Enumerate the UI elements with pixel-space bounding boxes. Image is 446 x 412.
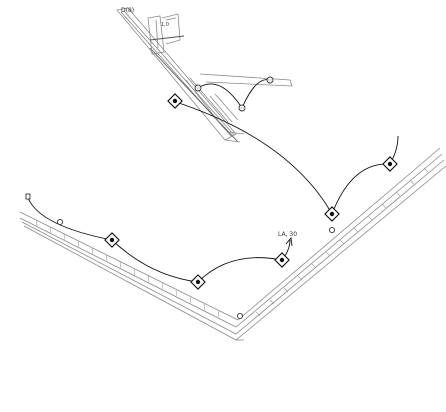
light-fixture — [382, 156, 398, 172]
light-fixture — [104, 232, 120, 248]
receptacle — [194, 84, 202, 92]
light-fixture — [274, 252, 290, 268]
switch-marker — [25, 193, 31, 200]
circuit-label: LA, 30 — [278, 231, 297, 238]
upper-wall-segment — [116, 7, 293, 143]
wall-ticks-right — [255, 167, 429, 317]
door-frame — [147, 13, 185, 55]
home-run-arrow — [285, 236, 293, 247]
main-l-wall — [19, 147, 446, 341]
receptacle — [236, 312, 244, 320]
wiring-runs — [27, 79, 399, 283]
wall-ticks-left — [35, 219, 220, 318]
small-tag: 1,0 — [161, 22, 169, 28]
receptacle — [266, 76, 274, 84]
light-fixture — [167, 93, 183, 109]
room-tag: D(8) — [121, 7, 134, 14]
receptacle — [56, 218, 64, 226]
receptacle — [328, 226, 336, 234]
receptacle — [238, 104, 246, 112]
light-fixture — [324, 206, 340, 222]
light-fixture — [190, 274, 206, 290]
